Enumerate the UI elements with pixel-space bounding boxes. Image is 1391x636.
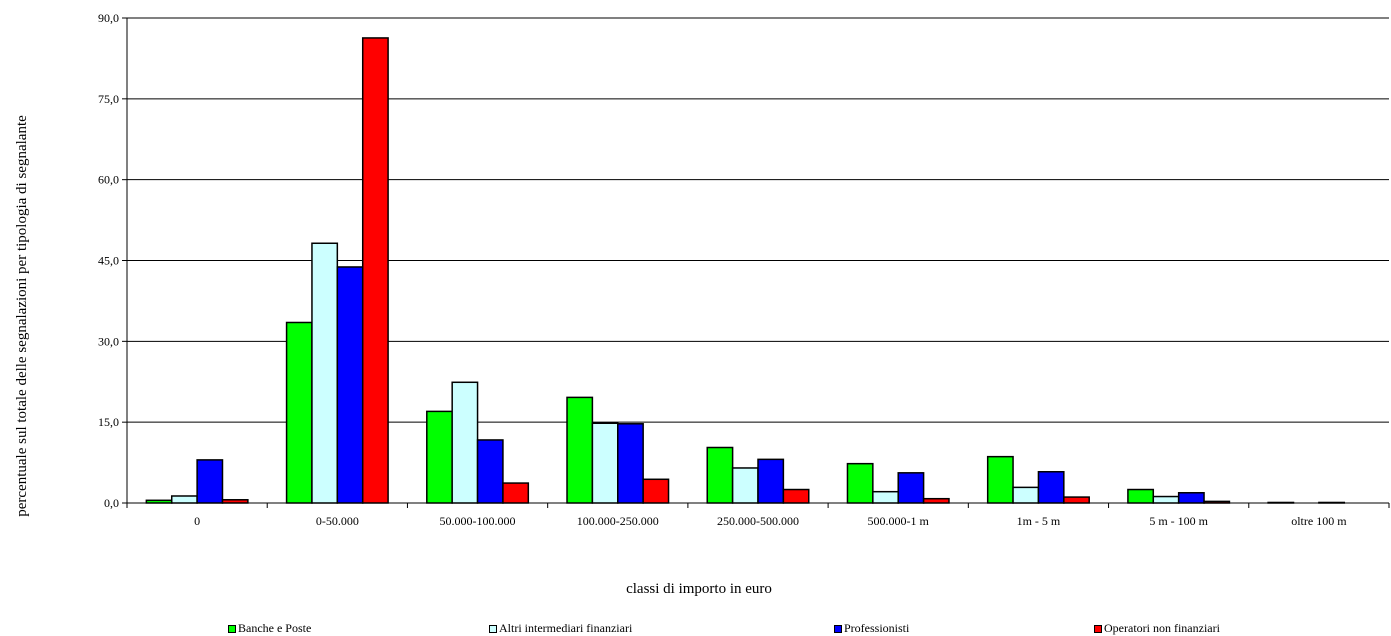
bar — [986, 455, 1014, 504]
x-tick-label: 50.000-100.000 — [440, 514, 516, 528]
bar — [451, 381, 479, 504]
bar — [1012, 486, 1040, 504]
bars — [145, 37, 1346, 504]
x-tick-label: 100.000-250.000 — [577, 514, 659, 528]
bar — [1152, 495, 1180, 504]
bar — [706, 446, 734, 504]
bar — [872, 490, 899, 504]
y-tick-label: 60,0 — [98, 173, 119, 187]
bar — [782, 488, 810, 504]
legend-swatch — [489, 624, 497, 633]
legend-item: Altri intermediari finanziari — [489, 621, 632, 636]
bar — [566, 396, 594, 504]
x-tick-label: 0-50.000 — [316, 514, 359, 528]
x-tick-label: 0 — [194, 514, 200, 528]
bar — [897, 472, 925, 504]
legend-swatch — [1094, 624, 1102, 633]
x-tick-label: 5 m - 100 m — [1149, 514, 1208, 528]
y-tick-label: 45,0 — [98, 254, 119, 268]
bar — [922, 497, 950, 504]
bar — [285, 321, 313, 504]
legend-item: Operatori non finanziari — [1094, 621, 1220, 636]
y-tick-labels: 0,0 15,0 30,0 45,0 60,0 75,0 90,0 — [98, 11, 119, 510]
bar — [731, 467, 759, 504]
bar — [591, 422, 619, 504]
legend-item: Professionisti — [834, 621, 909, 636]
bar — [311, 242, 339, 504]
legend-item: Banche e Poste — [228, 621, 311, 636]
bar-chart: 0,0 15,0 30,0 45,0 60,0 75,0 90,0 0 0-50.000 50.… — [14, 11, 1390, 597]
bar — [426, 410, 453, 504]
x-tick-label: oltre 100 m — [1291, 514, 1347, 528]
bar — [1177, 492, 1205, 504]
x-tick-label: 1m - 5 m — [1017, 514, 1061, 528]
bar — [1063, 496, 1090, 504]
legend: Banche e Poste Altri intermediari finanzi… — [0, 621, 1391, 636]
bar — [1127, 488, 1155, 504]
bar — [642, 478, 670, 504]
y-axis-title: percentuale sul totale delle segnalazion… — [14, 115, 30, 517]
y-tick-label: 75,0 — [98, 92, 119, 106]
bar — [1037, 470, 1065, 504]
bar — [757, 458, 785, 504]
x-tick-labels: 0 0-50.000 50.000-100.000 100.000-250.000 25… — [194, 514, 1347, 528]
bar — [170, 495, 198, 504]
y-tick-label: 15,0 — [98, 415, 119, 429]
legend-label: Banche e Poste — [238, 621, 312, 635]
bar — [196, 459, 224, 504]
bar — [361, 37, 389, 504]
bar — [502, 482, 530, 504]
y-tick-label: 30,0 — [98, 334, 119, 348]
bar — [336, 266, 364, 504]
bar — [617, 423, 644, 504]
legend-label: Operatori non finanziari — [1104, 621, 1220, 635]
legend-swatch — [834, 624, 842, 633]
bar — [476, 439, 504, 504]
x-tick-label: 500.000-1 m — [868, 514, 930, 528]
legend-swatch — [228, 624, 236, 633]
y-tick-label: 0,0 — [104, 496, 119, 510]
x-axis-title: classi di importo in euro — [626, 581, 772, 597]
legend-label: Professionisti — [844, 621, 910, 635]
legend-label: Altri intermediari finanziari — [499, 621, 633, 635]
x-tick-label: 250.000-500.000 — [717, 514, 799, 528]
bar — [846, 462, 874, 504]
y-tick-label: 90,0 — [98, 11, 119, 25]
axes — [126, 18, 1390, 508]
